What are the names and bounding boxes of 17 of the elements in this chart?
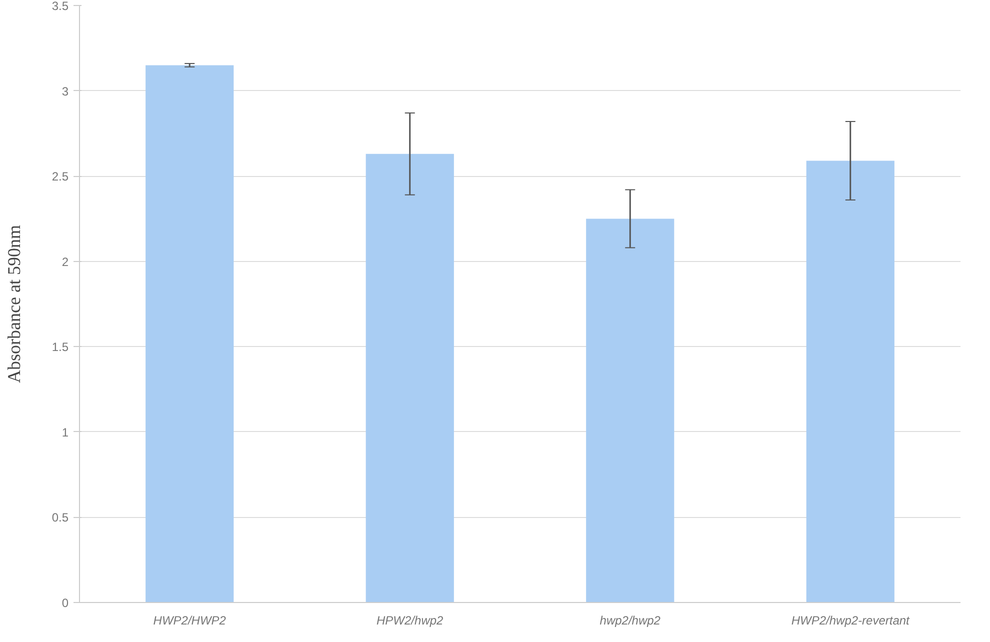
y-tick-label: 2: [62, 254, 69, 269]
x-tick-label: HWP2/HWP2: [153, 614, 226, 628]
x-tick-label: HWP2/hwp2-revertant: [791, 614, 910, 628]
x-tick-label: HPW2/hwp2: [376, 614, 444, 628]
y-tick-label: 0.5: [52, 510, 69, 525]
y-tick-label: 3.5: [52, 0, 69, 13]
bar: [146, 65, 234, 602]
y-tick-label: 3: [62, 84, 69, 98]
y-tick-label: 1.5: [52, 340, 69, 354]
bar: [366, 154, 454, 602]
y-tick-label: 2.5: [52, 170, 69, 184]
y-tick-label: 1: [62, 425, 69, 440]
bar: [586, 218, 674, 602]
y-tick-label: 0: [62, 596, 69, 610]
bar: [806, 160, 894, 602]
y-axis-title: Absorbance at 590nm: [4, 225, 24, 383]
x-tick-label: hwp2/hwp2: [600, 614, 661, 628]
